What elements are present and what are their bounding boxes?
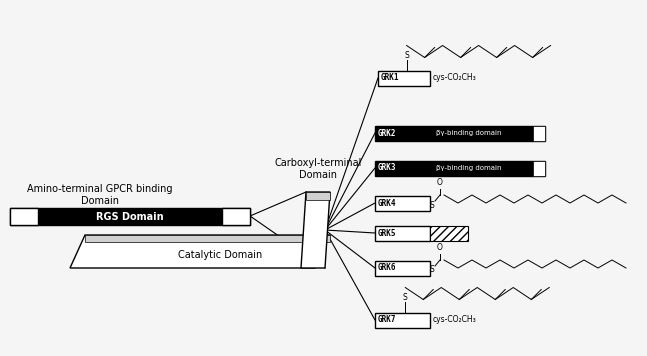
Bar [375, 225, 430, 241]
Text: RGS Domain: RGS Domain [96, 211, 164, 221]
Text: βγ-binding domain: βγ-binding domain [435, 165, 501, 171]
Bar [375, 161, 545, 176]
Text: S: S [404, 51, 409, 59]
Text: Catalytic Domain: Catalytic Domain [178, 250, 262, 260]
Text: Amino-terminal GPCR binding
Domain: Amino-terminal GPCR binding Domain [27, 184, 173, 206]
Text: GRK2: GRK2 [378, 129, 397, 137]
Text: O: O [437, 243, 443, 252]
Bar [222, 208, 250, 225]
Text: Carboxyl-terminal
Domain: Carboxyl-terminal Domain [274, 158, 362, 180]
Text: βγ-binding domain: βγ-binding domain [435, 130, 501, 136]
Text: O: O [437, 178, 443, 187]
Text: S: S [430, 266, 434, 274]
Polygon shape [306, 192, 330, 200]
Bar [10, 208, 250, 225]
Polygon shape [301, 192, 330, 268]
Text: GRK3: GRK3 [378, 163, 397, 173]
Text: GRK5: GRK5 [378, 229, 397, 237]
Text: cys-CO₂CH₃: cys-CO₂CH₃ [433, 315, 477, 325]
Bar [378, 70, 430, 85]
Text: GRK1: GRK1 [381, 73, 399, 83]
Bar [375, 313, 430, 328]
Polygon shape [70, 235, 330, 268]
Bar [430, 225, 468, 241]
Bar [375, 195, 430, 210]
Polygon shape [85, 235, 330, 242]
Bar [533, 161, 545, 176]
Text: GRK6: GRK6 [378, 263, 397, 272]
Text: GRK4: GRK4 [378, 199, 397, 208]
Bar [10, 208, 38, 225]
Bar [533, 126, 545, 141]
Text: GRK7: GRK7 [378, 315, 397, 325]
Bar [375, 126, 545, 141]
Text: S: S [430, 200, 434, 209]
Text: cys-CO₂CH₃: cys-CO₂CH₃ [433, 73, 477, 83]
Text: S: S [403, 293, 408, 302]
Bar [375, 261, 430, 276]
